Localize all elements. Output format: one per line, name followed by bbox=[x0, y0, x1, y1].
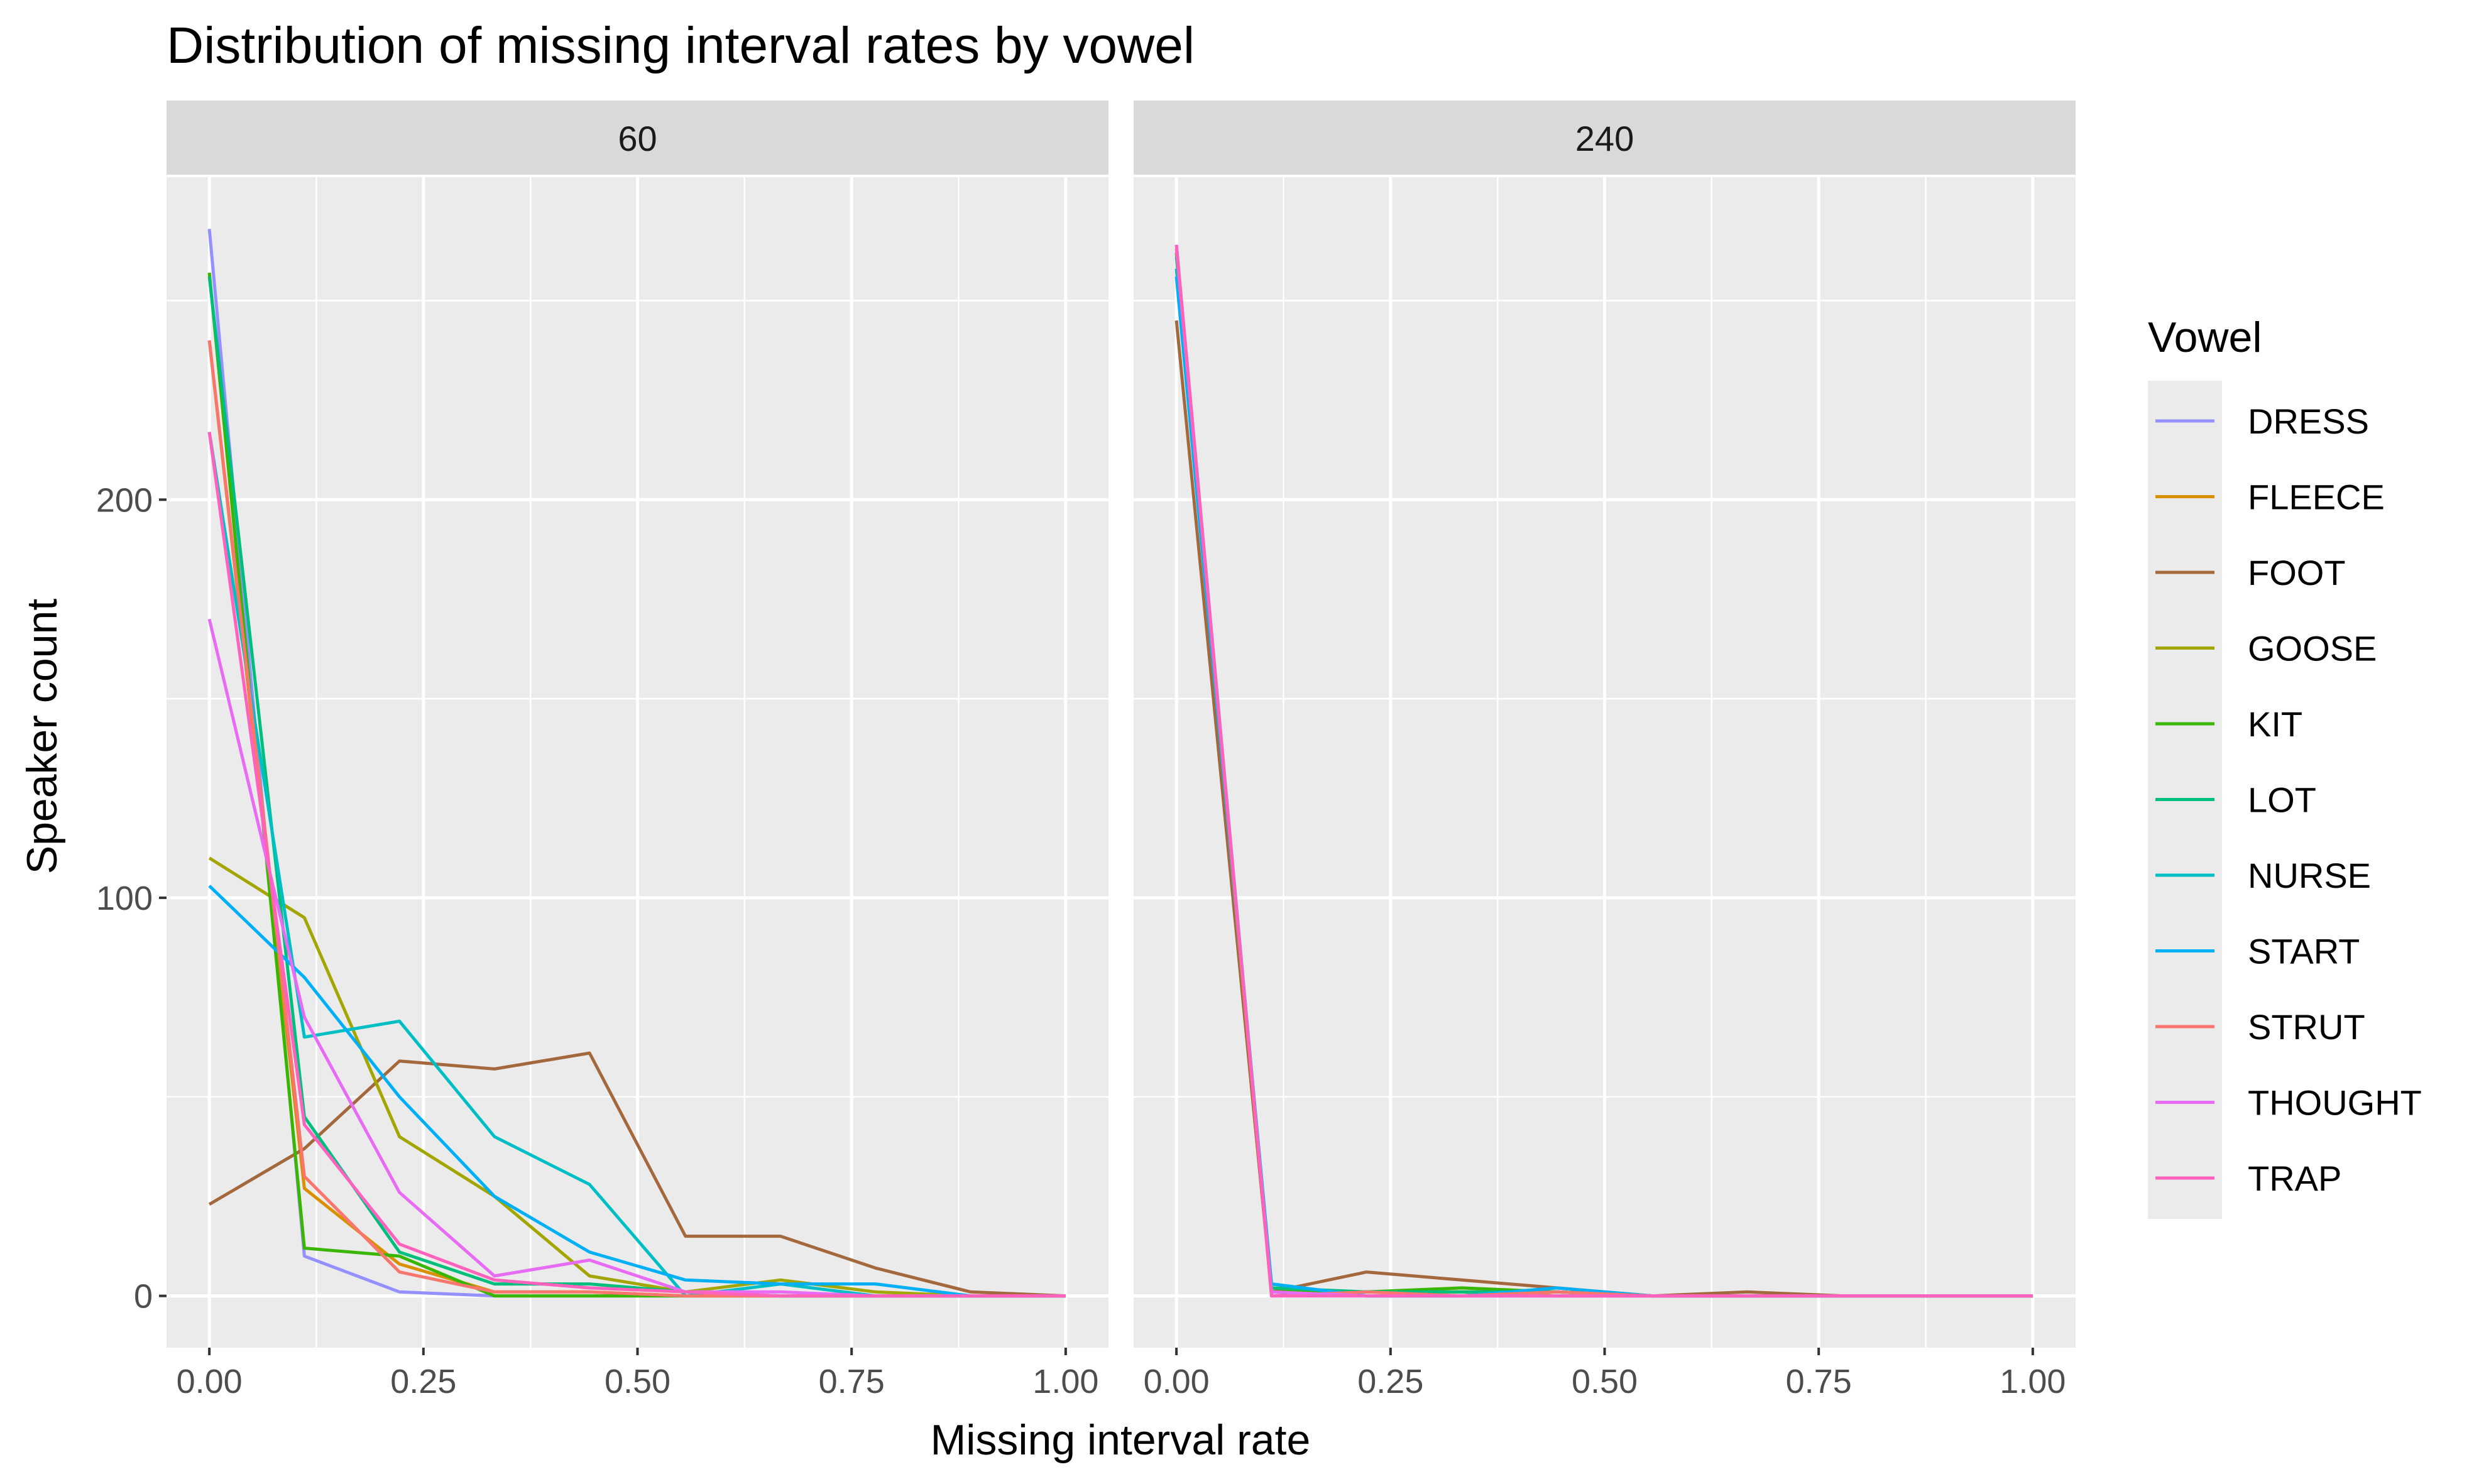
legend-label: THOUGHT bbox=[2248, 1083, 2422, 1123]
legend-items: DRESS FLEECE FOOT GOOSE KIT LOT NURSE START STRU… bbox=[2155, 401, 2422, 1198]
legend-label: NURSE bbox=[2248, 856, 2371, 895]
x-tick-label: 0.50 bbox=[605, 1363, 670, 1400]
series-line-goose bbox=[208, 856, 1066, 1298]
legend-label: LOT bbox=[2248, 780, 2316, 820]
y-axis-title: Speaker count bbox=[18, 599, 66, 875]
series-line-start bbox=[208, 885, 1066, 1298]
facet-strip-label: 240 bbox=[1575, 119, 1634, 158]
x-tick-label: 0.50 bbox=[1572, 1363, 1638, 1400]
x-tick-label: 1.00 bbox=[2000, 1363, 2066, 1400]
series-line-trap bbox=[207, 432, 1066, 1298]
facet-panels: 60 0.00 0.25 0.50 0.75 1.00 0 100 200 240 0.00 0.25… bbox=[96, 101, 2076, 1400]
x-tick-label: 0.75 bbox=[1786, 1363, 1852, 1400]
x-tick-label: 0.00 bbox=[177, 1363, 243, 1400]
x-tick-label: 0.00 bbox=[1144, 1363, 1210, 1400]
x-axis-title: Missing interval rate bbox=[931, 1416, 1311, 1464]
legend-label: GOOSE bbox=[2248, 629, 2377, 668]
legend-label: DRESS bbox=[2248, 401, 2369, 441]
facet-strip bbox=[167, 101, 1108, 175]
legend: Vowel DRESS FLEECE FOOT GOOSE KIT LOT NURSE STA… bbox=[2148, 314, 2422, 1219]
chart-title: Distribution of missing interval rates b… bbox=[167, 17, 1195, 74]
facet-strip-label: 60 bbox=[618, 119, 657, 158]
panel-240: 240 0.00 0.25 0.50 0.75 1.00 bbox=[1134, 101, 2076, 1400]
series-line-trap bbox=[1174, 244, 2033, 1298]
panel-60: 60 0.00 0.25 0.50 0.75 1.00 0 100 200 bbox=[96, 101, 1108, 1400]
legend-label: TRAP bbox=[2248, 1159, 2341, 1198]
legend-label: STRUT bbox=[2248, 1007, 2365, 1047]
y-tick-label: 200 bbox=[96, 481, 153, 519]
legend-label: KIT bbox=[2248, 704, 2302, 744]
legend-title: Vowel bbox=[2148, 314, 2262, 361]
x-tick-label: 0.25 bbox=[1357, 1363, 1423, 1400]
x-tick-label: 0.75 bbox=[819, 1363, 885, 1400]
legend-label: FLEECE bbox=[2248, 477, 2385, 517]
legend-label: START bbox=[2248, 932, 2360, 971]
y-tick-label: 0 bbox=[134, 1278, 153, 1316]
facet-strip bbox=[1134, 101, 2076, 175]
y-tick-label: 100 bbox=[96, 880, 153, 917]
x-tick-label: 0.25 bbox=[390, 1363, 456, 1400]
legend-label: FOOT bbox=[2248, 553, 2346, 592]
x-tick-label: 1.00 bbox=[1032, 1363, 1098, 1400]
